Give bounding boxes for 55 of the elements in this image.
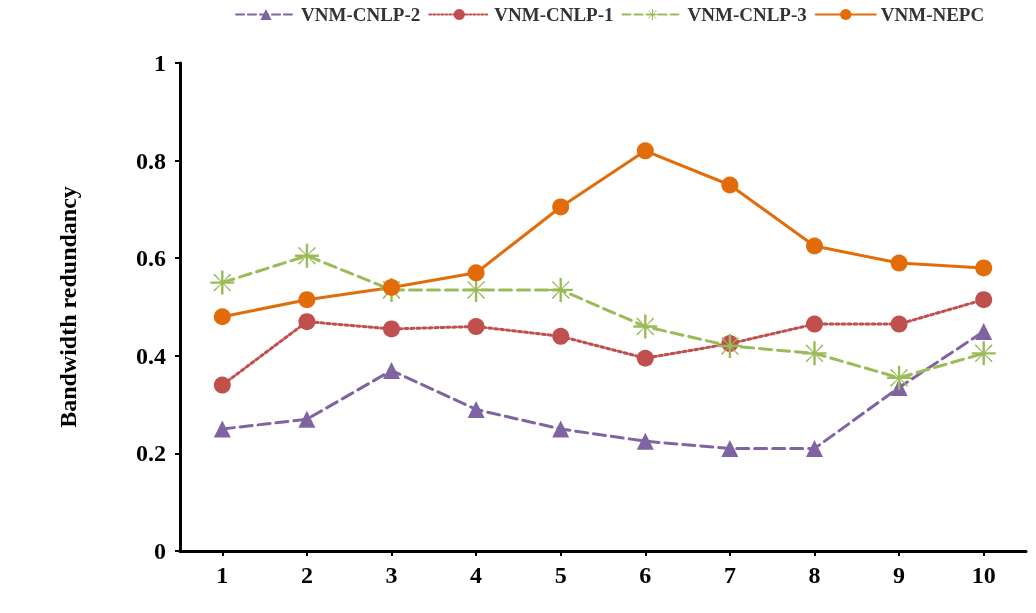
x-tick-label: 6 xyxy=(639,562,652,588)
x-tick-label: 7 xyxy=(723,562,736,588)
point xyxy=(213,420,231,438)
point xyxy=(213,376,231,394)
point xyxy=(467,400,485,418)
y-tick-label: 0.6 xyxy=(136,245,166,272)
x-tick-label: 9 xyxy=(893,562,906,588)
point xyxy=(975,322,993,340)
x-tick-label: 5 xyxy=(554,562,567,588)
legend-label: VNM-CNLP-1 xyxy=(494,4,614,25)
point xyxy=(383,320,400,338)
point xyxy=(721,176,739,194)
point xyxy=(467,264,485,282)
x-tick-label: 4 xyxy=(470,562,483,588)
point xyxy=(975,291,993,309)
point xyxy=(298,313,316,331)
point xyxy=(383,361,400,379)
point xyxy=(552,420,570,438)
y-tick-label: 0 xyxy=(154,538,166,564)
y-tick-label: 0.2 xyxy=(136,440,166,467)
point xyxy=(636,142,654,160)
point xyxy=(890,315,908,333)
point xyxy=(552,198,570,216)
point xyxy=(633,314,658,339)
x-tick-label: 8 xyxy=(808,562,821,588)
x-tick-label: 1 xyxy=(216,562,229,588)
point xyxy=(971,341,996,366)
x-tick-label: 3 xyxy=(385,562,398,588)
point xyxy=(548,277,573,302)
legend-label: VNM-CNLP-3 xyxy=(687,4,807,25)
point xyxy=(806,440,823,458)
point xyxy=(717,334,742,359)
y-axis-title: Bandwidth redundancy xyxy=(55,186,81,428)
point xyxy=(806,315,823,333)
point xyxy=(721,440,739,458)
point xyxy=(802,341,827,366)
point xyxy=(975,259,993,277)
point xyxy=(213,308,231,326)
point xyxy=(552,327,570,345)
x-tick-label: 10 xyxy=(971,562,996,588)
point xyxy=(298,410,316,428)
x-tick-label: 2 xyxy=(300,562,313,588)
point xyxy=(636,349,654,367)
point xyxy=(467,318,485,336)
legend-label: VNM-NEPC xyxy=(880,4,985,25)
legend-label: VNM-CNLP-2 xyxy=(301,4,421,25)
point xyxy=(294,243,319,268)
point xyxy=(636,432,654,450)
point xyxy=(210,270,235,295)
point xyxy=(298,291,316,309)
y-tick-label: 0.4 xyxy=(136,342,166,369)
y-tick-label: 1 xyxy=(154,50,166,76)
point xyxy=(890,254,908,272)
point xyxy=(806,237,823,255)
y-tick-label: 0.8 xyxy=(136,147,166,174)
